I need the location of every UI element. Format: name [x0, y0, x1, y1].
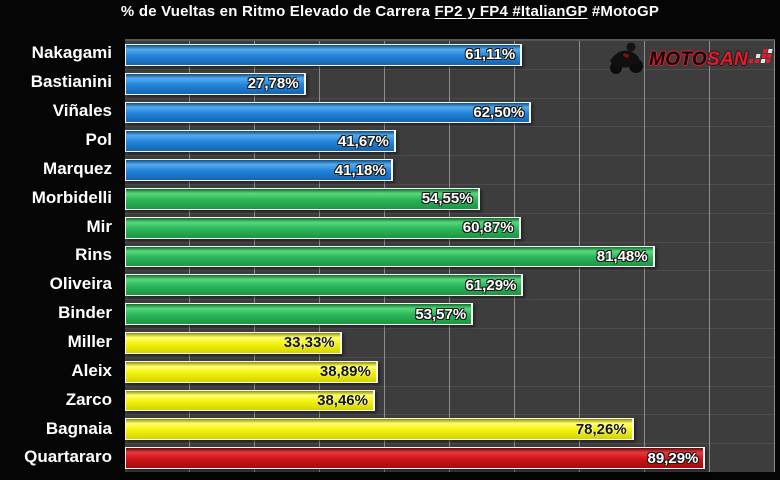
rider-label: Zarco [65, 389, 112, 409]
bar: 41,18% [125, 159, 393, 181]
bar-value-label: 38,46% [317, 391, 368, 409]
rider-label: Morbidelli [31, 187, 112, 207]
page-title: % de Vueltas en Ritmo Elevado de Carrera… [0, 3, 780, 20]
motosan-logo-text: MOTO SAN [649, 48, 773, 71]
rider-label: Bastianini [30, 72, 112, 92]
bar-value-label: 41,67% [337, 132, 389, 150]
bar-row: 38,46% [125, 387, 775, 416]
bar-value-label: 81,48% [596, 247, 648, 265]
bar: 41,67% [125, 130, 396, 153]
bar: 62,50% [125, 101, 532, 124]
logo-text-san: SAN [706, 48, 748, 70]
bar-row: 53,57% [125, 300, 775, 329]
bar-row: 61,29% [125, 271, 775, 301]
bar-row: 61,11% [125, 41, 775, 70]
bar: 27,78% [125, 72, 306, 95]
bar-row: 89,29% [125, 444, 775, 472]
bar-value-label: 54,55% [421, 190, 473, 208]
bar-value-label: 61,11% [465, 46, 516, 64]
rider-label: Viñales [52, 101, 112, 121]
bar-row: 38,89% [125, 358, 775, 387]
bar: 78,26% [125, 418, 634, 441]
bar-value-label: 61,29% [465, 276, 517, 294]
plot-area: MOTO SAN 61,11% 27,78% 62,50% 41,67% 41,18% 54… [125, 39, 775, 472]
bar: 89,29% [125, 447, 706, 469]
checkered-flag-icon [748, 48, 773, 63]
rider-label: Pol [85, 130, 112, 149]
rider-label: Quartararo [24, 447, 112, 467]
bar: 61,29% [125, 274, 524, 297]
bar-row: 41,18% [125, 156, 775, 185]
bar-value-label: 38,89% [319, 363, 371, 381]
rider-label: Rins [75, 245, 112, 265]
rider-label: Binder [58, 303, 112, 323]
bar: 53,57% [125, 303, 474, 325]
motorcycle-rider-icon [610, 42, 644, 74]
logo-text-moto: MOTO [649, 48, 707, 70]
rider-label: Marquez [43, 158, 112, 178]
bar-row: 60,87% [125, 214, 775, 243]
bar-value-label: 33,33% [283, 334, 335, 352]
bar: 38,46% [125, 389, 375, 412]
bar: 81,48% [125, 245, 655, 268]
title-pre: % de Vueltas en Ritmo Elevado de Carrera [120, 3, 435, 20]
bar-value-label: 27,78% [247, 75, 299, 93]
motosan-logo: MOTO SAN [606, 36, 773, 82]
bar-value-label: 41,18% [334, 161, 386, 179]
bar: 33,33% [125, 331, 342, 354]
title-underlined-part: FP2 y FP4 #ItalianGP [434, 3, 588, 20]
rider-label: Mir [86, 216, 113, 236]
bar-row: 54,55% [125, 185, 775, 214]
bar-row: 81,48% [125, 243, 775, 272]
bar: 60,87% [125, 216, 521, 239]
bar-row: 33,33% [125, 329, 775, 358]
rider-label: Miller [67, 332, 112, 352]
bar-value-label: 62,50% [473, 103, 525, 121]
bar-row: 27,78% [125, 70, 775, 99]
rider-label: Bagnaia [45, 418, 112, 438]
rider-labels-column: Nakagami Bastianini Viñales Pol Marquez Morbi… [0, 39, 118, 472]
bar-value-label: 60,87% [462, 219, 514, 237]
rider-label: Aleix [71, 360, 112, 380]
rider-label: Nakagami [31, 43, 112, 63]
bar: 38,89% [125, 360, 378, 383]
bar-value-label: 89,29% [647, 449, 699, 467]
bar-row: 78,26% [125, 415, 775, 445]
bar-row: 41,67% [125, 127, 775, 157]
bar-value-label: 78,26% [575, 420, 627, 438]
title-post: #MotoGP [587, 3, 660, 20]
bar-row: 62,50% [125, 99, 775, 128]
bar-value-label: 53,57% [415, 305, 467, 323]
bar: 54,55% [125, 187, 480, 210]
rider-label: Oliveira [49, 274, 112, 294]
bar: 61,11% [125, 44, 523, 66]
